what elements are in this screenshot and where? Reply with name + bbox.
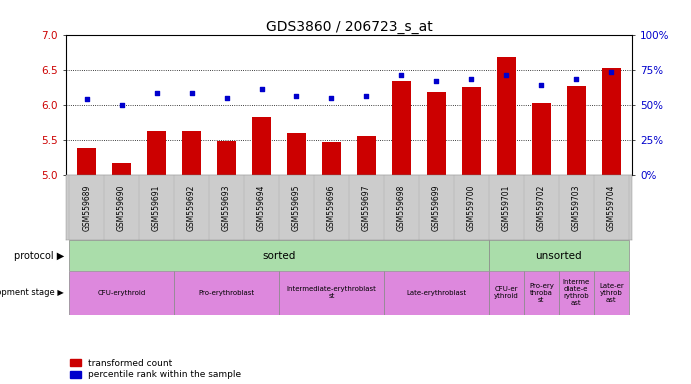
Text: GSM559691: GSM559691 — [152, 185, 161, 231]
Text: GSM559692: GSM559692 — [187, 185, 196, 231]
Point — [396, 72, 407, 78]
Legend: transformed count, percentile rank within the sample: transformed count, percentile rank withi… — [70, 359, 241, 379]
Point — [116, 101, 127, 108]
Point — [361, 93, 372, 99]
Point — [186, 90, 197, 96]
Text: CFU-er
ythroid: CFU-er ythroid — [494, 286, 519, 300]
Text: GSM559697: GSM559697 — [362, 185, 371, 231]
Point — [606, 70, 617, 76]
Point — [326, 94, 337, 101]
Text: GSM559693: GSM559693 — [222, 185, 231, 231]
Text: GSM559698: GSM559698 — [397, 185, 406, 231]
Point — [221, 94, 232, 101]
Text: GSM559689: GSM559689 — [82, 185, 91, 231]
Bar — [462, 87, 481, 175]
Text: GSM559694: GSM559694 — [257, 185, 266, 231]
Bar — [392, 81, 411, 175]
Point — [81, 96, 92, 102]
Bar — [279, 271, 384, 315]
Text: GSM559695: GSM559695 — [292, 185, 301, 231]
Text: GSM559703: GSM559703 — [572, 185, 581, 231]
Bar — [594, 271, 629, 315]
Text: Late-erythroblast: Late-erythroblast — [406, 290, 466, 296]
Point — [536, 82, 547, 88]
Text: GSM559702: GSM559702 — [537, 185, 546, 231]
Bar — [217, 141, 236, 175]
Bar — [112, 163, 131, 175]
Bar — [322, 142, 341, 175]
Text: Interme
diate-e
rythrob
ast: Interme diate-e rythrob ast — [562, 280, 590, 306]
Bar — [384, 271, 489, 315]
Text: Late-er
ythrob
ast: Late-er ythrob ast — [599, 283, 624, 303]
Text: GSM559699: GSM559699 — [432, 185, 441, 231]
Bar — [524, 271, 559, 315]
Text: GSM559700: GSM559700 — [467, 185, 476, 231]
Bar — [69, 271, 174, 315]
Bar — [182, 131, 201, 175]
Point — [466, 76, 477, 83]
Bar — [531, 103, 551, 175]
Bar — [427, 92, 446, 175]
Text: GSM559690: GSM559690 — [117, 185, 126, 231]
Bar — [69, 240, 489, 271]
Bar — [174, 271, 279, 315]
Point — [501, 72, 512, 78]
Bar — [287, 133, 306, 175]
Text: Pro-erythroblast: Pro-erythroblast — [198, 290, 254, 296]
Bar — [252, 117, 271, 175]
Bar — [567, 86, 586, 175]
Point — [431, 78, 442, 84]
Text: sorted: sorted — [263, 251, 296, 261]
Bar — [559, 271, 594, 315]
Bar — [497, 57, 516, 175]
Bar — [147, 131, 167, 175]
Text: protocol ▶: protocol ▶ — [14, 251, 64, 261]
Text: CFU-erythroid: CFU-erythroid — [97, 290, 146, 296]
Bar — [489, 240, 629, 271]
Text: GSM559701: GSM559701 — [502, 185, 511, 231]
Text: GSM559696: GSM559696 — [327, 185, 336, 231]
Text: development stage ▶: development stage ▶ — [0, 288, 64, 298]
Bar — [602, 68, 621, 175]
Text: GSM559704: GSM559704 — [607, 185, 616, 231]
Bar — [77, 148, 96, 175]
Bar — [489, 271, 524, 315]
Text: Pro-ery
throba
st: Pro-ery throba st — [529, 283, 553, 303]
Bar — [357, 136, 376, 175]
Text: unsorted: unsorted — [536, 251, 582, 261]
Point — [151, 90, 162, 96]
Point — [571, 76, 582, 83]
Text: Intermediate-erythroblast
st: Intermediate-erythroblast st — [287, 286, 377, 300]
Point — [256, 86, 267, 92]
Title: GDS3860 / 206723_s_at: GDS3860 / 206723_s_at — [265, 20, 433, 33]
Point — [291, 93, 302, 99]
